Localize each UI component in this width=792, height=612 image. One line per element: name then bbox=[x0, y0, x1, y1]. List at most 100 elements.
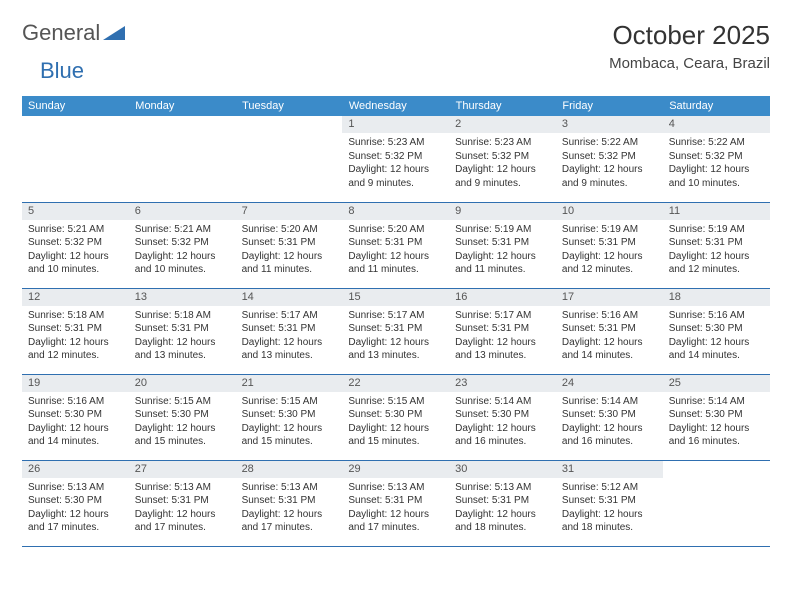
sunset-text: Sunset: 5:31 PM bbox=[242, 322, 337, 336]
day-details: Sunrise: 5:21 AMSunset: 5:32 PMDaylight:… bbox=[129, 220, 236, 281]
day-details: Sunrise: 5:20 AMSunset: 5:31 PMDaylight:… bbox=[342, 220, 449, 281]
sunset-text: Sunset: 5:31 PM bbox=[348, 494, 443, 508]
calendar-day-cell: 2Sunrise: 5:23 AMSunset: 5:32 PMDaylight… bbox=[449, 116, 556, 202]
calendar-day-cell: 9Sunrise: 5:19 AMSunset: 5:31 PMDaylight… bbox=[449, 202, 556, 288]
sunset-text: Sunset: 5:30 PM bbox=[28, 494, 123, 508]
sunrise-text: Sunrise: 5:20 AM bbox=[348, 223, 443, 237]
daylight-text: Daylight: 12 hours and 9 minutes. bbox=[562, 163, 657, 190]
calendar-week-row: 12Sunrise: 5:18 AMSunset: 5:31 PMDayligh… bbox=[22, 288, 770, 374]
calendar-day-cell: 8Sunrise: 5:20 AMSunset: 5:31 PMDaylight… bbox=[342, 202, 449, 288]
daylight-text: Daylight: 12 hours and 9 minutes. bbox=[348, 163, 443, 190]
dow-thursday: Thursday bbox=[449, 96, 556, 116]
calendar-week-row: 1Sunrise: 5:23 AMSunset: 5:32 PMDaylight… bbox=[22, 116, 770, 202]
daylight-text: Daylight: 12 hours and 12 minutes. bbox=[562, 250, 657, 277]
calendar-day-cell: 22Sunrise: 5:15 AMSunset: 5:30 PMDayligh… bbox=[342, 374, 449, 460]
day-number: 12 bbox=[22, 289, 129, 306]
daylight-text: Daylight: 12 hours and 18 minutes. bbox=[562, 508, 657, 535]
sunrise-text: Sunrise: 5:21 AM bbox=[28, 223, 123, 237]
sunrise-text: Sunrise: 5:18 AM bbox=[135, 309, 230, 323]
sunset-text: Sunset: 5:32 PM bbox=[348, 150, 443, 164]
calendar-day-cell: 20Sunrise: 5:15 AMSunset: 5:30 PMDayligh… bbox=[129, 374, 236, 460]
calendar-day-cell: 11Sunrise: 5:19 AMSunset: 5:31 PMDayligh… bbox=[663, 202, 770, 288]
sunset-text: Sunset: 5:31 PM bbox=[135, 322, 230, 336]
day-details: Sunrise: 5:21 AMSunset: 5:32 PMDaylight:… bbox=[22, 220, 129, 281]
calendar-day-cell bbox=[663, 460, 770, 546]
day-details: Sunrise: 5:13 AMSunset: 5:31 PMDaylight:… bbox=[342, 478, 449, 539]
day-number: 25 bbox=[663, 375, 770, 392]
daylight-text: Daylight: 12 hours and 10 minutes. bbox=[669, 163, 764, 190]
calendar-day-cell: 30Sunrise: 5:13 AMSunset: 5:31 PMDayligh… bbox=[449, 460, 556, 546]
daylight-text: Daylight: 12 hours and 11 minutes. bbox=[242, 250, 337, 277]
dow-tuesday: Tuesday bbox=[236, 96, 343, 116]
day-number: 10 bbox=[556, 203, 663, 220]
calendar-day-cell bbox=[236, 116, 343, 202]
day-details: Sunrise: 5:19 AMSunset: 5:31 PMDaylight:… bbox=[449, 220, 556, 281]
dow-saturday: Saturday bbox=[663, 96, 770, 116]
daylight-text: Daylight: 12 hours and 10 minutes. bbox=[135, 250, 230, 277]
daylight-text: Daylight: 12 hours and 9 minutes. bbox=[455, 163, 550, 190]
sunrise-text: Sunrise: 5:14 AM bbox=[669, 395, 764, 409]
calendar-day-cell: 15Sunrise: 5:17 AMSunset: 5:31 PMDayligh… bbox=[342, 288, 449, 374]
day-number: 17 bbox=[556, 289, 663, 306]
sunset-text: Sunset: 5:31 PM bbox=[455, 494, 550, 508]
daylight-text: Daylight: 12 hours and 13 minutes. bbox=[242, 336, 337, 363]
day-number: 2 bbox=[449, 116, 556, 133]
day-details: Sunrise: 5:19 AMSunset: 5:31 PMDaylight:… bbox=[556, 220, 663, 281]
calendar-day-cell: 17Sunrise: 5:16 AMSunset: 5:31 PMDayligh… bbox=[556, 288, 663, 374]
dow-sunday: Sunday bbox=[22, 96, 129, 116]
day-details: Sunrise: 5:19 AMSunset: 5:31 PMDaylight:… bbox=[663, 220, 770, 281]
day-number: 9 bbox=[449, 203, 556, 220]
day-details: Sunrise: 5:14 AMSunset: 5:30 PMDaylight:… bbox=[663, 392, 770, 453]
day-number: 27 bbox=[129, 461, 236, 478]
day-number: 15 bbox=[342, 289, 449, 306]
sunrise-text: Sunrise: 5:22 AM bbox=[562, 136, 657, 150]
daylight-text: Daylight: 12 hours and 13 minutes. bbox=[455, 336, 550, 363]
day-number: 3 bbox=[556, 116, 663, 133]
title-block: October 2025 Mombaca, Ceara, Brazil bbox=[609, 20, 770, 72]
day-details: Sunrise: 5:14 AMSunset: 5:30 PMDaylight:… bbox=[556, 392, 663, 453]
dow-friday: Friday bbox=[556, 96, 663, 116]
calendar-day-cell: 6Sunrise: 5:21 AMSunset: 5:32 PMDaylight… bbox=[129, 202, 236, 288]
day-number: 6 bbox=[129, 203, 236, 220]
day-number: 30 bbox=[449, 461, 556, 478]
sunrise-text: Sunrise: 5:13 AM bbox=[242, 481, 337, 495]
calendar-day-cell: 21Sunrise: 5:15 AMSunset: 5:30 PMDayligh… bbox=[236, 374, 343, 460]
sunset-text: Sunset: 5:30 PM bbox=[562, 408, 657, 422]
sunset-text: Sunset: 5:30 PM bbox=[135, 408, 230, 422]
calendar-day-cell: 14Sunrise: 5:17 AMSunset: 5:31 PMDayligh… bbox=[236, 288, 343, 374]
day-details: Sunrise: 5:22 AMSunset: 5:32 PMDaylight:… bbox=[556, 133, 663, 194]
day-number: 22 bbox=[342, 375, 449, 392]
day-number: 11 bbox=[663, 203, 770, 220]
day-details: Sunrise: 5:17 AMSunset: 5:31 PMDaylight:… bbox=[449, 306, 556, 367]
sunrise-text: Sunrise: 5:23 AM bbox=[455, 136, 550, 150]
sunrise-text: Sunrise: 5:20 AM bbox=[242, 223, 337, 237]
daylight-text: Daylight: 12 hours and 12 minutes. bbox=[28, 336, 123, 363]
calendar-day-cell: 13Sunrise: 5:18 AMSunset: 5:31 PMDayligh… bbox=[129, 288, 236, 374]
sunrise-text: Sunrise: 5:19 AM bbox=[455, 223, 550, 237]
sunrise-text: Sunrise: 5:22 AM bbox=[669, 136, 764, 150]
day-details: Sunrise: 5:18 AMSunset: 5:31 PMDaylight:… bbox=[129, 306, 236, 367]
sunrise-text: Sunrise: 5:17 AM bbox=[455, 309, 550, 323]
sunset-text: Sunset: 5:31 PM bbox=[28, 322, 123, 336]
sunset-text: Sunset: 5:30 PM bbox=[242, 408, 337, 422]
calendar-day-cell: 16Sunrise: 5:17 AMSunset: 5:31 PMDayligh… bbox=[449, 288, 556, 374]
sunrise-text: Sunrise: 5:16 AM bbox=[562, 309, 657, 323]
calendar-day-cell: 28Sunrise: 5:13 AMSunset: 5:31 PMDayligh… bbox=[236, 460, 343, 546]
day-number: 18 bbox=[663, 289, 770, 306]
sunset-text: Sunset: 5:30 PM bbox=[669, 408, 764, 422]
day-number: 1 bbox=[342, 116, 449, 133]
sunset-text: Sunset: 5:31 PM bbox=[242, 236, 337, 250]
day-number: 29 bbox=[342, 461, 449, 478]
daylight-text: Daylight: 12 hours and 18 minutes. bbox=[455, 508, 550, 535]
logo-triangle-icon bbox=[103, 24, 125, 43]
calendar-day-cell: 5Sunrise: 5:21 AMSunset: 5:32 PMDaylight… bbox=[22, 202, 129, 288]
calendar-day-cell: 31Sunrise: 5:12 AMSunset: 5:31 PMDayligh… bbox=[556, 460, 663, 546]
sunset-text: Sunset: 5:32 PM bbox=[669, 150, 764, 164]
sunrise-text: Sunrise: 5:17 AM bbox=[348, 309, 443, 323]
dow-monday: Monday bbox=[129, 96, 236, 116]
day-number: 28 bbox=[236, 461, 343, 478]
daylight-text: Daylight: 12 hours and 17 minutes. bbox=[348, 508, 443, 535]
month-title: October 2025 bbox=[609, 20, 770, 51]
sunset-text: Sunset: 5:31 PM bbox=[135, 494, 230, 508]
calendar-day-cell bbox=[22, 116, 129, 202]
